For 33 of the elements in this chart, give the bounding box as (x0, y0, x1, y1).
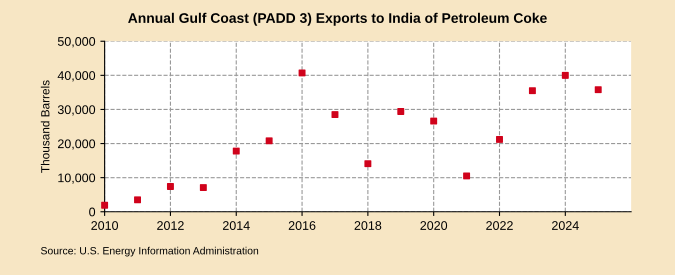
y-tick-label: 40,000 (58, 71, 96, 82)
source-note: Source: U.S. Energy Information Administration (40, 246, 258, 256)
point (298, 69, 306, 76)
point (562, 72, 569, 79)
y-tick-label: 50,000 (58, 37, 96, 48)
point (200, 184, 207, 192)
y-tick-label: 30,000 (58, 105, 96, 116)
point (397, 108, 404, 115)
x-tick-label: 2016 (288, 221, 316, 230)
x-tick-label: 2010 (91, 221, 118, 230)
x-tick-label: 2020 (420, 221, 448, 230)
point (166, 183, 174, 190)
point (134, 196, 142, 204)
point (232, 148, 240, 155)
y-tick-label: 0 (89, 208, 96, 216)
x-tick-label: 2012 (157, 221, 184, 230)
x-tick-label: 2024 (552, 221, 579, 230)
point (364, 160, 372, 168)
point (496, 136, 503, 143)
point (463, 172, 470, 180)
y-axis-title: Thousand Barrels (40, 80, 50, 173)
point (101, 202, 108, 209)
point (331, 111, 338, 118)
y-tick-label: 10,000 (58, 173, 96, 184)
point (594, 86, 602, 94)
point (266, 137, 273, 144)
x-tick-label: 2018 (354, 221, 382, 230)
point (430, 118, 438, 125)
point (528, 87, 536, 94)
y-tick-label: 20,000 (58, 139, 96, 150)
x-tick-label: 2014 (222, 221, 250, 230)
x-tick-label: 2022 (486, 221, 513, 230)
chart-title: Annual Gulf Coast (PADD 3) Exports to India of Petroleum Coke (128, 12, 547, 26)
